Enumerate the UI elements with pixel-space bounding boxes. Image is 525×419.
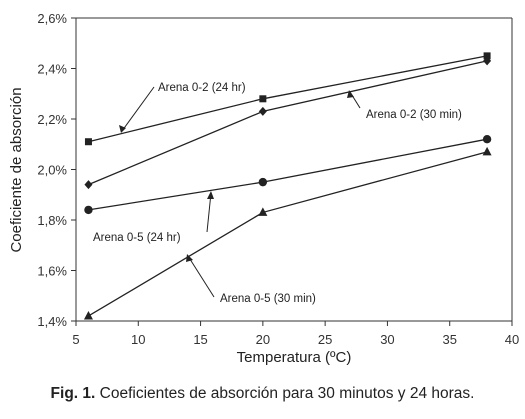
annotation-label-arena-0-5-24hr: Arena 0-5 (24 hr) <box>93 232 181 244</box>
data-point-triangle <box>83 310 93 320</box>
series-group <box>83 52 492 320</box>
data-point-diamond <box>483 56 492 66</box>
arrowhead-arena-0-5-30min <box>186 254 193 262</box>
annotations: Arena 0-2 (24 hr) Arena 0-2 (30 min) Are… <box>93 82 462 305</box>
ticks: 5 10 15 20 25 30 35 40 1,4% 1,6% 1,8% 2,0% 2,2% 2,4% 2… <box>37 11 519 347</box>
x-tick-label: 10 <box>131 332 145 347</box>
arrowhead-arena-0-2-30min <box>347 90 354 98</box>
annotation-arrow-arena-0-5-30min <box>187 255 215 298</box>
arrowhead-arena-0-5-24hr <box>207 191 214 199</box>
y-axis-title: Coeficiente de absorción <box>8 87 25 252</box>
figure-caption: Fig. 1. Coeficientes de absorción para 3… <box>0 385 525 403</box>
series-line-0 <box>88 55 488 143</box>
y-tick-label: 2,6% <box>37 11 67 26</box>
y-tick-label: 2,0% <box>37 163 67 178</box>
series-line-2 <box>88 138 488 211</box>
data-point-square <box>84 138 92 146</box>
annotation-arrow-arena-0-2-24hr <box>121 86 155 132</box>
annotation-arrow-arena-0-5-24hr <box>206 192 212 233</box>
annotation-label-arena-0-2-30min: Arena 0-2 (30 min) <box>366 109 462 121</box>
caption-label: Fig. 1. <box>50 385 96 402</box>
data-point-triangle <box>258 207 268 216</box>
y-tick-label: 1,4% <box>37 314 67 329</box>
data-point-square <box>483 52 491 60</box>
x-axis-title: Temperatura (ºC) <box>237 349 352 366</box>
chart-area: 5 10 15 20 25 30 35 40 1,4% 1,6% 1,8% 2,0% 2,2% 2,4% 2… <box>8 11 519 366</box>
data-point-circle <box>258 177 268 187</box>
y-tick-label: 2,4% <box>37 62 67 77</box>
x-tick-label: 25 <box>318 332 332 347</box>
x-tick-label: 30 <box>380 332 394 347</box>
arrowhead-arena-0-2-24hr <box>119 125 126 133</box>
x-tick-label: 15 <box>193 332 207 347</box>
x-tick-label: 20 <box>256 332 270 347</box>
caption-text: Coeficientes de absorción para 30 minuto… <box>95 385 475 402</box>
x-tick-label: 5 <box>72 332 79 347</box>
data-point-diamond <box>258 106 267 116</box>
annotation-label-arena-0-5-30min: Arena 0-5 (30 min) <box>220 293 316 305</box>
y-tick-label: 1,6% <box>37 264 67 279</box>
y-tick-label: 1,8% <box>37 213 67 228</box>
data-point-square <box>259 95 267 103</box>
data-point-diamond <box>84 180 93 190</box>
data-point-circle <box>84 205 93 215</box>
x-tick-label: 40 <box>505 332 519 347</box>
data-point-circle <box>482 135 492 144</box>
data-point-triangle <box>482 146 492 156</box>
x-tick-label: 35 <box>442 332 456 347</box>
annotation-label-arena-0-2-24hr: Arena 0-2 (24 hr) <box>158 82 246 94</box>
y-tick-label: 2,2% <box>37 112 67 127</box>
series-line-1 <box>88 60 488 186</box>
